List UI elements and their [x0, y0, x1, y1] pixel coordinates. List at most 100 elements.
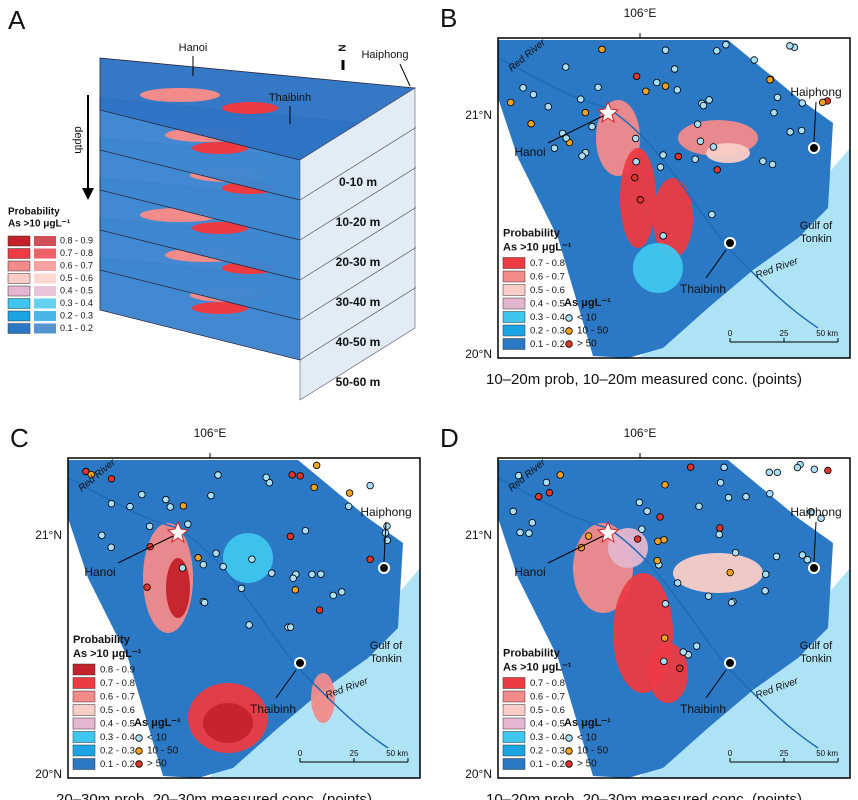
river	[67, 477, 389, 749]
swatch	[7, 248, 31, 259]
sample-point	[765, 468, 773, 477]
label: 21°N	[35, 528, 62, 542]
sample-point	[219, 562, 227, 571]
sample-point	[716, 524, 724, 532]
label: Probability	[73, 634, 131, 646]
sample-point	[810, 465, 819, 473]
sample-point	[661, 46, 670, 54]
swatch	[34, 323, 56, 334]
label: 0.7 - 0.8	[530, 678, 565, 689]
label: 0.5 - 0.6	[530, 705, 565, 716]
sample-point	[798, 126, 806, 135]
conc-swatch	[135, 760, 143, 768]
sample-point	[632, 134, 640, 143]
label: Haiphong	[790, 505, 841, 519]
label: C	[10, 423, 29, 453]
sample-point	[184, 520, 192, 528]
hotspot	[192, 222, 248, 234]
sample-point	[310, 483, 318, 492]
swatch	[72, 731, 96, 743]
sample-point	[817, 514, 825, 522]
sample-point	[770, 108, 778, 117]
swatch	[72, 690, 96, 703]
sample-point	[786, 42, 794, 50]
sample-point	[722, 41, 730, 49]
swatch	[34, 248, 56, 259]
sample-point	[807, 508, 815, 516]
sample-point	[693, 120, 702, 128]
sample-point	[818, 98, 827, 107]
sample-point	[705, 96, 713, 104]
swatch	[72, 717, 96, 730]
sample-point	[598, 45, 606, 54]
label: 106°E	[194, 426, 227, 440]
label: 40-50 m	[336, 335, 381, 349]
sample-point	[761, 570, 770, 579]
sample-point	[761, 587, 769, 595]
sample-point	[308, 570, 316, 579]
sample-point	[529, 90, 538, 99]
sample-point	[692, 642, 701, 650]
sample-point	[766, 76, 774, 84]
hanoi-marker	[596, 520, 620, 544]
sample-point	[383, 536, 392, 545]
label: N	[338, 44, 349, 51]
label: 0-10 m	[339, 175, 377, 189]
label: 0.3 - 0.4	[530, 732, 565, 743]
sample-point	[87, 470, 95, 479]
sample-point	[143, 583, 151, 591]
label: 0	[728, 749, 733, 758]
label: > 50	[577, 339, 597, 350]
label: Tonkin	[800, 653, 832, 665]
sample-point	[383, 522, 391, 530]
sample-point	[291, 586, 300, 594]
label: Thaibinh	[250, 702, 296, 716]
sample-point	[653, 78, 661, 87]
town-marker	[808, 562, 820, 574]
label: 0.2 - 0.3	[60, 310, 93, 320]
sample-point	[716, 478, 725, 487]
pointer	[117, 535, 174, 564]
sample-point	[642, 87, 650, 95]
swatch	[7, 285, 31, 297]
label: Probability	[503, 227, 561, 239]
swatch	[502, 270, 526, 283]
sample-point	[338, 588, 346, 596]
label: 0.3 - 0.4	[60, 298, 93, 308]
sample-point	[676, 664, 684, 672]
label: As >10 μgL⁻¹	[8, 219, 71, 230]
pointer	[813, 521, 817, 563]
sample-point	[577, 95, 585, 103]
sample-point	[720, 463, 728, 472]
map	[497, 457, 851, 779]
conc-swatch	[565, 747, 573, 755]
label: As >10 μgL⁻¹	[503, 661, 572, 673]
sample-point	[525, 529, 533, 537]
sample-point	[214, 471, 222, 479]
sample-point	[584, 532, 593, 540]
label: 50 km	[816, 749, 838, 758]
pointer	[275, 669, 297, 699]
sample-point	[237, 584, 246, 593]
sample-point	[544, 103, 552, 111]
label: 10 - 50	[577, 746, 609, 757]
label: As >10 μgL⁻¹	[73, 648, 142, 660]
label: 25	[780, 749, 789, 758]
label: > 50	[577, 759, 597, 770]
sample-point	[516, 528, 524, 537]
sample-point	[268, 569, 276, 577]
sample-point	[661, 481, 669, 489]
sample-point	[542, 478, 551, 487]
sample-point	[562, 134, 570, 142]
sea	[208, 568, 420, 778]
sample-point	[296, 472, 304, 480]
sample-point	[179, 502, 188, 510]
sample-point	[670, 65, 679, 73]
sample-point	[317, 570, 325, 578]
sample-point	[345, 489, 354, 497]
label: 25	[780, 329, 789, 338]
label: Gulf of	[800, 220, 833, 232]
probability-zone	[648, 643, 688, 703]
swatch	[502, 284, 526, 296]
label: 0.8 - 0.9	[60, 235, 93, 245]
